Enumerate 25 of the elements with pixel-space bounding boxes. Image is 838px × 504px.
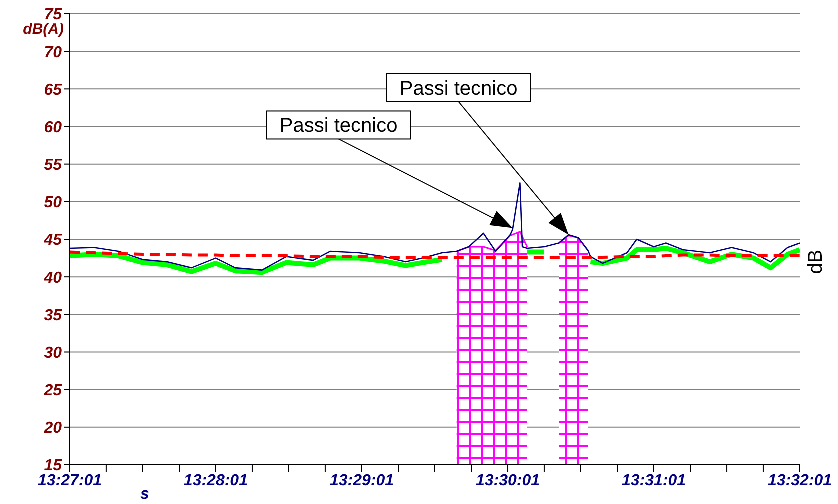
- y-tick-label: 65: [44, 82, 64, 99]
- y-tick-label: 70: [44, 44, 62, 62]
- x-tick-label: 13:28:01: [184, 472, 248, 490]
- x-tick-label: 13:32:01: [768, 472, 832, 490]
- x-tick-label: 13:29:01: [330, 472, 394, 490]
- y-tick-label: 25: [43, 382, 64, 400]
- y-tick-label: 35: [44, 307, 64, 324]
- x-tick-label: 13:31:01: [622, 472, 686, 490]
- y-tick-label: 55: [44, 157, 64, 174]
- y-tick-label: 75: [44, 6, 64, 24]
- annotation: Passi tecnico: [400, 78, 518, 100]
- y-axis-title: dB(A): [23, 21, 64, 38]
- y-tick-label: 20: [43, 420, 62, 438]
- y-tick-label: 40: [43, 270, 62, 287]
- x-tick-label: 13:27:01: [38, 472, 102, 490]
- y-tick-label: 50: [44, 194, 62, 212]
- y2-axis-title: dB: [805, 250, 827, 274]
- x-axis-title: s: [140, 486, 150, 503]
- y-tick-label: 45: [43, 232, 64, 250]
- y-tick-label: 15: [44, 458, 64, 475]
- x-tick-label: 13:30:01: [476, 472, 540, 490]
- annotation: Passi tecnico: [280, 115, 398, 138]
- y-tick-label: 30: [44, 344, 62, 362]
- y-tick-label: 60: [44, 119, 62, 136]
- line-series: [70, 182, 800, 271]
